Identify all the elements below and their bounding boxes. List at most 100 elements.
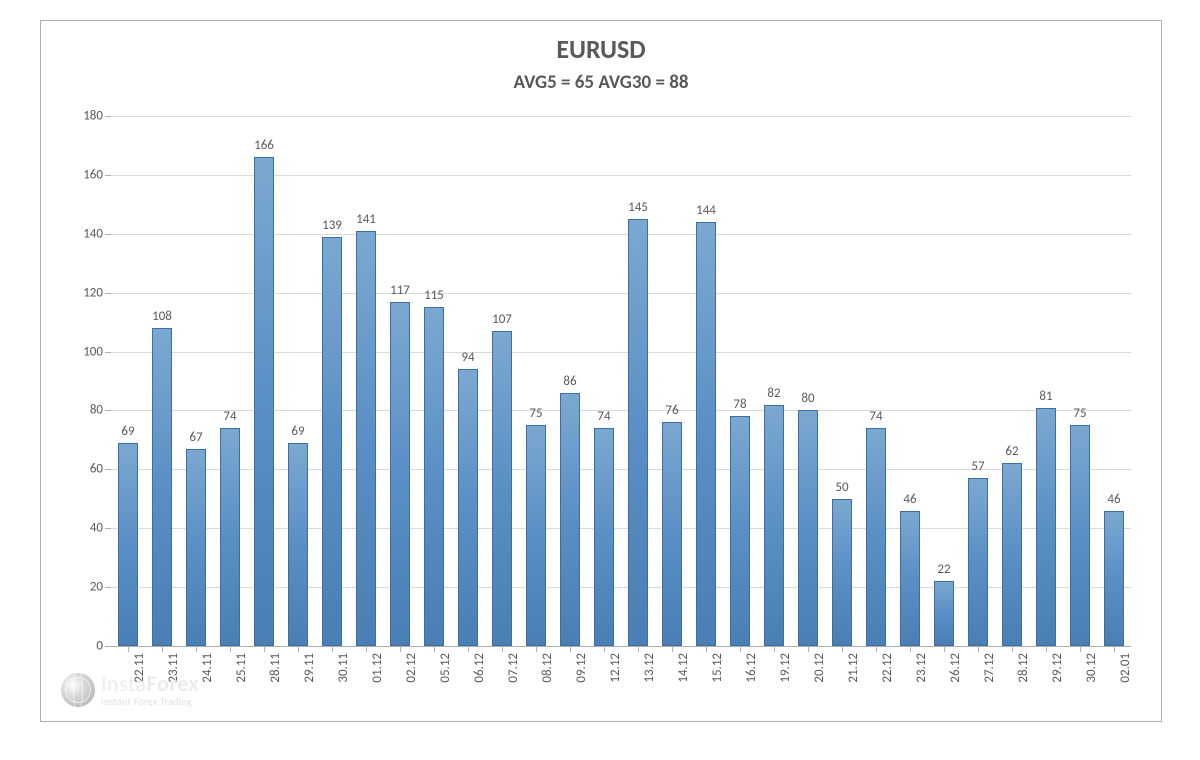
x-tick-label: 02.01 bbox=[1118, 653, 1133, 683]
bar-value-label: 78 bbox=[733, 397, 746, 412]
bar-value-label: 46 bbox=[1107, 492, 1120, 507]
bar bbox=[560, 393, 580, 646]
x-tick-label: 19.12 bbox=[778, 653, 793, 683]
brand-bold: Forex bbox=[147, 670, 200, 697]
x-tick-label: 27.12 bbox=[982, 653, 997, 683]
bar-value-label: 69 bbox=[291, 424, 304, 439]
x-tick-mark bbox=[536, 646, 537, 652]
x-tick-label: 26.12 bbox=[948, 653, 963, 683]
x-tick-label: 02.12 bbox=[404, 653, 419, 683]
y-tick-label: 140 bbox=[83, 226, 103, 241]
watermark: InstaForex Instant Forex Trading bbox=[61, 673, 199, 707]
x-tick-mark bbox=[706, 646, 707, 652]
x-tick-mark bbox=[672, 646, 673, 652]
chart-title: EURUSD bbox=[41, 33, 1161, 65]
x-tick-mark bbox=[264, 646, 265, 652]
chart-container: EURUSD AVG5 = 65 AVG30 = 88 0 20 40 60 80 100… bbox=[40, 20, 1162, 722]
bar-value-label: 166 bbox=[254, 138, 274, 153]
bar bbox=[186, 449, 206, 646]
x-tick-mark bbox=[944, 646, 945, 652]
y-tick-label: 0 bbox=[96, 639, 103, 654]
y-tick-label: 120 bbox=[83, 285, 103, 300]
bar bbox=[288, 443, 308, 646]
bar bbox=[1002, 463, 1022, 646]
x-tick-mark bbox=[1046, 646, 1047, 652]
bar-value-label: 117 bbox=[390, 283, 410, 298]
bar bbox=[730, 416, 750, 646]
x-tick-label: 25.11 bbox=[234, 653, 249, 683]
y-tick-mark bbox=[105, 646, 111, 647]
bar bbox=[662, 422, 682, 646]
x-tick-mark bbox=[128, 646, 129, 652]
x-axis-labels: 22.1123.1124.1125.1128.1129.1130.1101.12… bbox=[111, 653, 1131, 713]
y-tick-label: 80 bbox=[90, 403, 103, 418]
bar-value-label: 74 bbox=[223, 409, 236, 424]
x-tick-label: 23.12 bbox=[914, 653, 929, 683]
x-tick-label: 09.12 bbox=[574, 653, 589, 683]
x-tick-label: 15.12 bbox=[710, 653, 725, 683]
x-tick-label: 30.12 bbox=[1084, 653, 1099, 683]
bar bbox=[900, 511, 920, 646]
x-tick-label: 29.12 bbox=[1050, 653, 1065, 683]
x-tick-label: 16.12 bbox=[744, 653, 759, 683]
x-tick-mark bbox=[808, 646, 809, 652]
chart-subtitle: AVG5 = 65 AVG30 = 88 bbox=[41, 71, 1161, 94]
x-tick-mark bbox=[910, 646, 911, 652]
bar-value-label: 144 bbox=[696, 203, 716, 218]
y-tick-label: 20 bbox=[90, 580, 103, 595]
bar-value-label: 145 bbox=[628, 200, 648, 215]
x-tick-mark bbox=[876, 646, 877, 652]
bars-group: 6910867741666913914111711594107758674145… bbox=[111, 116, 1131, 646]
bar-value-label: 75 bbox=[529, 406, 542, 421]
bar-value-label: 94 bbox=[461, 350, 474, 365]
x-tick-mark bbox=[162, 646, 163, 652]
bar bbox=[832, 499, 852, 646]
x-tick-label: 06.12 bbox=[472, 653, 487, 683]
x-tick-mark bbox=[1080, 646, 1081, 652]
plot-area: 020406080100120140160180 691086774166691… bbox=[111, 116, 1131, 646]
bar-value-label: 82 bbox=[767, 386, 780, 401]
bar-value-label: 46 bbox=[903, 492, 916, 507]
bar bbox=[866, 428, 886, 646]
bar-value-label: 74 bbox=[869, 409, 882, 424]
bar-value-label: 75 bbox=[1073, 406, 1086, 421]
bar-value-label: 81 bbox=[1039, 389, 1052, 404]
x-tick-mark bbox=[740, 646, 741, 652]
x-tick-mark bbox=[638, 646, 639, 652]
x-tick-label: 08.12 bbox=[540, 653, 555, 683]
y-tick-label: 40 bbox=[90, 521, 103, 536]
x-tick-mark bbox=[842, 646, 843, 652]
x-tick-label: 05.12 bbox=[438, 653, 453, 683]
bar-value-label: 108 bbox=[152, 309, 172, 324]
bar bbox=[152, 328, 172, 646]
x-tick-mark bbox=[502, 646, 503, 652]
x-tick-mark bbox=[604, 646, 605, 652]
bar-value-label: 86 bbox=[563, 374, 576, 389]
y-tick-label: 60 bbox=[90, 462, 103, 477]
x-tick-mark bbox=[366, 646, 367, 652]
x-tick-mark bbox=[400, 646, 401, 652]
bar bbox=[798, 410, 818, 646]
y-tick-label: 160 bbox=[83, 167, 103, 182]
bar bbox=[1070, 425, 1090, 646]
bar-value-label: 69 bbox=[121, 424, 134, 439]
bar bbox=[934, 581, 954, 646]
bar bbox=[968, 478, 988, 646]
bar-value-label: 107 bbox=[492, 312, 512, 327]
globe-icon bbox=[61, 673, 95, 707]
bar bbox=[1036, 408, 1056, 647]
x-tick-label: 28.11 bbox=[268, 653, 283, 683]
bar-value-label: 74 bbox=[597, 409, 610, 424]
bar bbox=[118, 443, 138, 646]
bar bbox=[458, 369, 478, 646]
brand-light: Insta bbox=[101, 670, 147, 697]
bar bbox=[356, 231, 376, 646]
x-tick-label: 01.12 bbox=[370, 653, 385, 683]
bar-value-label: 141 bbox=[356, 212, 376, 227]
x-tick-label: 29.11 bbox=[302, 653, 317, 683]
y-tick-label: 100 bbox=[83, 344, 103, 359]
bar bbox=[254, 157, 274, 646]
bar bbox=[492, 331, 512, 646]
bar bbox=[526, 425, 546, 646]
bar bbox=[322, 237, 342, 646]
